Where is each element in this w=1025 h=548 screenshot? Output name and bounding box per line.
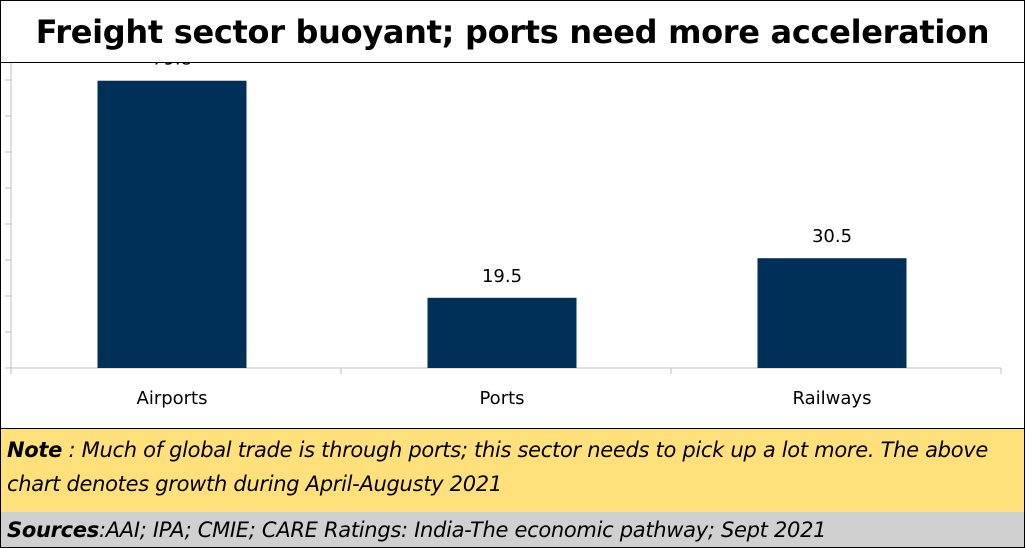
note-box: Note : Much of global trade is through p… <box>1 428 1024 517</box>
bar-chart: 79.8 Airports 19.5 Ports 30.5 Railways <box>5 63 1002 409</box>
chart-bars <box>97 80 907 368</box>
sources-label: Sources <box>7 517 99 542</box>
chart-title: Freight sector buoyant; ports need more … <box>1 1 1024 63</box>
note-label: Note <box>7 438 63 462</box>
data-label-airports: 79.8 <box>152 63 192 70</box>
sources-text: :AAI; IPA; CMIE; CARE Ratings: India-The… <box>98 517 827 542</box>
note-text: : Much of global trade is through ports;… <box>7 438 988 496</box>
x-tick-label-railways: Railways <box>793 388 872 409</box>
bar-railways <box>757 258 907 368</box>
data-label-ports: 19.5 <box>482 266 522 287</box>
bar-airports <box>97 80 247 368</box>
sources-box: Sources :AAI; IPA; CMIE; CARE Ratings: I… <box>1 512 1024 547</box>
data-label-railways: 30.5 <box>812 226 852 247</box>
chart-area: 79.8 Airports 19.5 Ports 30.5 Railways <box>1 63 1024 428</box>
chart-labels: 79.8 Airports 19.5 Ports 30.5 Railways <box>137 63 872 409</box>
x-tick-label-ports: Ports <box>479 388 524 409</box>
x-tick-label-airports: Airports <box>137 388 208 409</box>
bar-ports <box>427 297 577 368</box>
